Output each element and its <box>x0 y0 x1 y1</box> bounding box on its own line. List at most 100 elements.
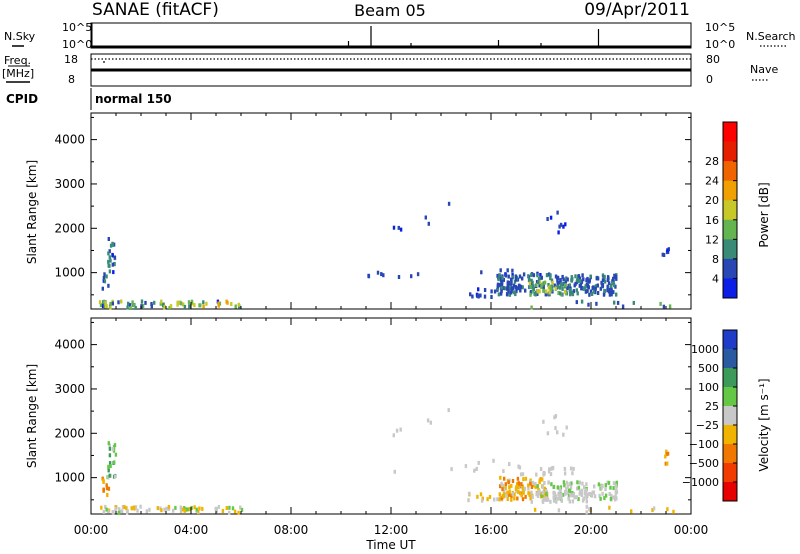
y-tick-label: 3000 <box>54 177 85 191</box>
velocity-cell <box>100 505 103 510</box>
power-cell <box>112 242 116 247</box>
velocity-cell <box>507 492 511 497</box>
power-cell <box>127 301 130 306</box>
power-cell <box>556 282 559 287</box>
power-cell <box>524 288 527 293</box>
velocity-cell <box>553 491 557 496</box>
power-cell <box>504 273 508 278</box>
velocity-panel: 1000 2000 3000 4000 Slant Range [km] 1000 50… <box>25 317 771 515</box>
velocity-cell <box>536 494 540 499</box>
velocity-cell <box>575 495 578 500</box>
colorbar-tick-label: 500 <box>698 362 719 375</box>
velocity-cell <box>544 497 548 502</box>
power-cell <box>477 293 480 298</box>
power-cell <box>530 305 533 310</box>
velocity-cell <box>502 492 506 497</box>
velocity-cell <box>556 485 559 490</box>
power-cell <box>496 282 500 287</box>
velocity-cell <box>464 464 468 469</box>
power-cell <box>134 305 137 310</box>
velocity-cell <box>107 441 110 446</box>
power-cell <box>522 272 526 277</box>
power-cell <box>483 288 487 292</box>
power-cell <box>500 286 504 291</box>
velocity-cell <box>614 490 617 495</box>
velocity-cell <box>652 506 656 511</box>
power-cell <box>477 287 480 292</box>
velocity-cell <box>165 506 168 511</box>
power-y-ticks: 1000 2000 3000 4000 <box>54 116 691 296</box>
velocity-cell <box>532 483 535 488</box>
power-panel: 1000 2000 3000 4000 Slant Range [km] 4 8 12 16… <box>25 112 771 310</box>
velocity-cell <box>546 431 550 436</box>
power-cell <box>568 283 571 288</box>
colorbar-tick-label: 20 <box>705 194 719 207</box>
power-cell <box>367 274 371 279</box>
power-cell <box>666 248 669 253</box>
power-cell <box>582 286 585 291</box>
power-cell <box>574 281 577 286</box>
velocity-cell <box>392 433 395 438</box>
power-cell <box>490 289 493 294</box>
velocity-cell <box>429 420 432 425</box>
power-cell <box>594 286 597 291</box>
power-cell <box>107 251 110 256</box>
velocity-cell <box>588 492 591 496</box>
velocity-cell <box>563 483 566 488</box>
power-cell <box>536 292 539 296</box>
velocity-cell <box>568 489 572 493</box>
power-cell <box>556 278 559 283</box>
power-cell <box>193 303 196 308</box>
power-cell <box>530 278 533 283</box>
velocity-cell <box>599 496 602 501</box>
power-cell <box>582 277 585 282</box>
power-cell <box>556 275 559 280</box>
velocity-cell <box>186 507 189 512</box>
power-cell <box>537 276 541 281</box>
velocity-cell <box>569 466 573 471</box>
power-cell <box>511 268 514 273</box>
colorbar-tick-label: 4 <box>712 272 719 285</box>
velocity-cell <box>517 464 520 469</box>
velocity-cell <box>172 508 175 513</box>
power-cell <box>596 283 599 288</box>
velocity-cell <box>565 480 569 485</box>
y-tick-label: 2000 <box>54 426 85 440</box>
power-cell <box>120 299 123 304</box>
power-cell <box>547 283 550 287</box>
nsky-tick-top: 10^5 <box>62 21 92 34</box>
velocity-cell <box>551 465 555 470</box>
power-cell <box>519 288 522 293</box>
velocity-cell <box>167 504 171 509</box>
velocity-cell <box>560 498 563 503</box>
velocity-cell <box>174 505 177 510</box>
power-cell <box>589 289 593 294</box>
velocity-cell <box>557 496 561 501</box>
velocity-cell <box>516 496 519 501</box>
power-cell <box>131 300 134 305</box>
velocity-cell <box>549 499 552 504</box>
power-cell <box>584 284 587 289</box>
freq-panel: 18 8 80 0 Freq. [MHz] Nave <box>2 53 778 87</box>
colorbar-tick-label: −500 <box>689 457 719 470</box>
velocity-cell <box>561 492 565 497</box>
velocity-cell <box>499 484 502 489</box>
power-cell <box>101 286 104 291</box>
power-cell <box>603 291 606 296</box>
velocity-cell <box>183 508 186 513</box>
freq-label: Freq. <box>4 54 31 67</box>
velocity-cell <box>612 495 615 500</box>
velocity-cell <box>651 508 654 513</box>
velocity-cell <box>568 482 571 487</box>
power-cell <box>565 291 568 296</box>
velocity-cell <box>630 509 633 514</box>
power-cell <box>105 304 108 309</box>
power-cell <box>150 302 153 306</box>
power-colorbar-band <box>723 122 737 143</box>
power-cell <box>559 278 562 283</box>
velocity-cell <box>519 472 523 477</box>
velocity-cell <box>492 458 495 463</box>
velocity-cell <box>114 507 117 512</box>
velocity-cell <box>148 507 151 512</box>
velocity-cell <box>534 484 537 489</box>
